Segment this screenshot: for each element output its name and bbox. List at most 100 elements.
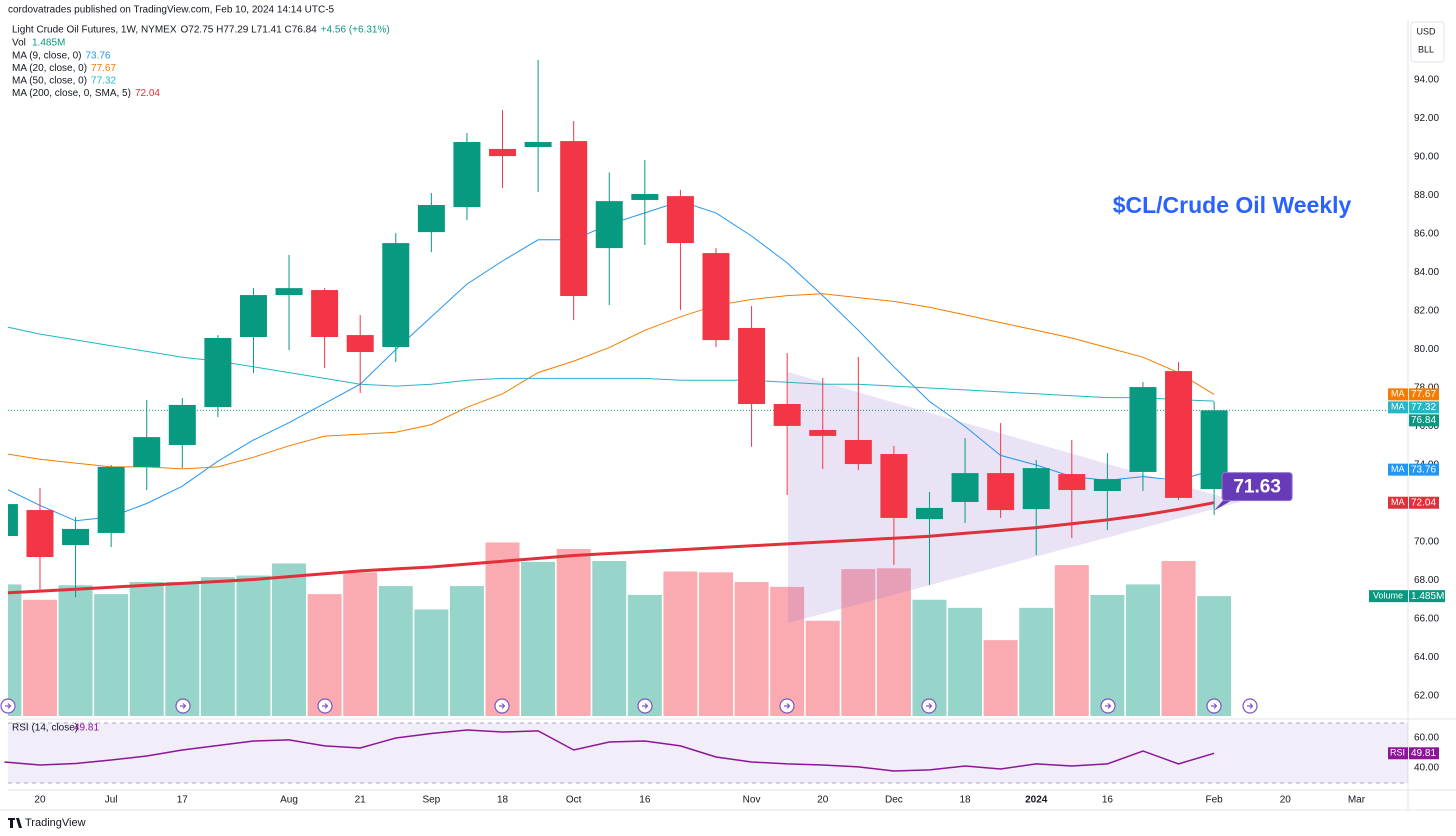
event-icon: [180, 703, 187, 709]
volume-bar: [876, 568, 911, 716]
ma-legend-value: 77.67: [91, 63, 116, 74]
axis-tag: [1388, 496, 1408, 509]
x-tick-label: 2024: [1025, 795, 1048, 806]
axis-tag: [1409, 590, 1445, 603]
candle-body: [239, 295, 267, 338]
volume-legend-value: 1.485M: [32, 38, 65, 49]
event-icon: [5, 703, 12, 709]
volume-bar: [983, 640, 1018, 716]
axis-tag-value: 73.76: [1411, 464, 1436, 475]
x-tick-label: Mar: [1348, 795, 1366, 806]
axis-tag: [1409, 414, 1439, 427]
unit: BLL: [1418, 44, 1434, 54]
y-tick-label: 90.00: [1414, 152, 1439, 163]
axis-tag-value: 77.32: [1411, 402, 1436, 413]
y-tick-label: 88.00: [1414, 190, 1439, 201]
candle-body: [666, 196, 694, 244]
x-tick-label: Feb: [1206, 795, 1224, 806]
ma-legend: MA (20, close, 0): [12, 63, 87, 74]
candle-body: [1022, 468, 1050, 510]
currency-box: [1410, 21, 1445, 63]
candle-body: [8, 504, 18, 537]
ma-legend-value: 77.32: [91, 76, 116, 87]
candle-body: [915, 507, 943, 520]
volume-bar: [8, 584, 22, 716]
y-tick-label: 78.00: [1414, 383, 1439, 394]
candle-body: [809, 429, 837, 436]
candle-body: [951, 473, 979, 502]
candle-body: [524, 142, 552, 148]
axis-tag-name: MA: [1391, 497, 1405, 507]
x-tick-label: 21: [355, 795, 367, 806]
rsi-legend: RSI (14, close): [12, 723, 78, 734]
axis-tag-name: MA: [1391, 464, 1405, 474]
volume-bar: [1054, 565, 1089, 716]
currency: USD: [1416, 26, 1436, 36]
candle-body: [133, 437, 161, 467]
x-tick-label: Nov: [743, 795, 761, 806]
axis-tag: [1409, 388, 1439, 401]
volume-bar: [272, 563, 307, 716]
x-tick-label: Dec: [885, 795, 903, 806]
event-icon: [322, 703, 329, 709]
brand: TradingView: [25, 817, 86, 829]
volume-bar: [912, 599, 947, 716]
candle-body: [382, 243, 410, 348]
axis-tag: [1409, 401, 1439, 414]
volume-bar: [734, 582, 769, 716]
axis-tag: [1409, 747, 1439, 760]
y-tick-label: 84.00: [1414, 267, 1439, 278]
volume-bar: [94, 594, 129, 716]
ma-legend: MA (50, close, 0): [12, 76, 87, 87]
ma-line: [8, 293, 1215, 470]
candle-body: [880, 454, 908, 518]
x-tick-label: 20: [34, 795, 46, 806]
volume-bar: [1090, 594, 1125, 716]
volume-bar: [22, 599, 57, 716]
candle-body: [97, 466, 125, 533]
candle-body: [204, 337, 232, 408]
volume-bar: [627, 594, 662, 716]
ma-line: [8, 501, 1215, 595]
candle-body: [275, 288, 303, 296]
y-tick-label: 62.00: [1414, 691, 1439, 702]
ma-legend: MA (9, close, 0): [12, 51, 81, 62]
y-tick-label: 64.00: [1414, 652, 1439, 663]
candle-body: [1093, 479, 1121, 491]
x-tick-label: 16: [1102, 795, 1114, 806]
volume-bar: [200, 577, 235, 716]
y-tick-label: 66.00: [1414, 614, 1439, 625]
attribution: cordovatrades published on TradingView.c…: [8, 5, 335, 16]
y-tick-label: 92.00: [1414, 113, 1439, 124]
ohlc: O72.75 H77.29 L71.41 C76.84: [181, 25, 318, 36]
symbol: Light Crude Oil Futures, 1W, NYMEX: [12, 25, 177, 36]
candle-body: [773, 403, 801, 426]
candle-body: [168, 404, 196, 445]
candle-body: [844, 439, 872, 465]
ma-legend-value: 73.76: [85, 51, 110, 62]
candle-body: [346, 335, 374, 353]
rsi-band: [8, 722, 1408, 783]
volume-legend: Vol: [12, 38, 26, 49]
rsi-legend-value: 49.81: [74, 723, 99, 734]
event-icon: [499, 703, 506, 709]
candle-body: [26, 510, 54, 558]
x-tick-label: Aug: [280, 795, 298, 806]
callout-box: [1221, 472, 1293, 502]
axis-tag-name: Volume: [1373, 591, 1403, 601]
y-tick-label: 94.00: [1414, 75, 1439, 86]
volume-bar: [1161, 561, 1196, 716]
volume-bar: [129, 582, 164, 716]
x-tick-label: Jul: [105, 795, 118, 806]
axis-tag-value: 1.485M: [1411, 591, 1444, 602]
candle-body: [595, 201, 623, 249]
axis-tag: [1388, 747, 1408, 760]
event-icon: [1247, 703, 1254, 709]
x-tick-label: 18: [497, 795, 509, 806]
volume-layer: [8, 542, 1232, 716]
y-tick-label: 68.00: [1414, 575, 1439, 586]
event-icon: [642, 703, 649, 709]
rsi-tick-label: 60.00: [1414, 733, 1439, 744]
y-tick-label: 76.00: [1414, 421, 1439, 432]
